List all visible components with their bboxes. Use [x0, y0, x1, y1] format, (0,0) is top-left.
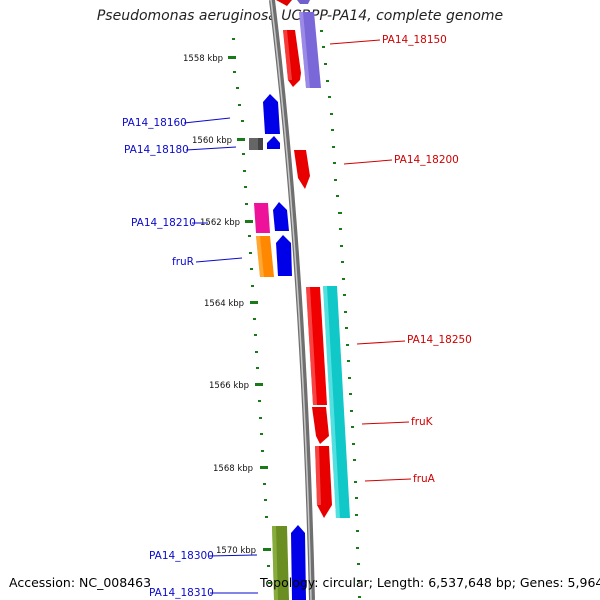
kbp-label-1568: 1568 kbp: [213, 464, 253, 474]
gene-label-frur[interactable]: fruR: [172, 256, 194, 268]
gene-arrow-pa14-18250[interactable]: [306, 287, 327, 405]
gene-label-fruk[interactable]: fruK: [411, 416, 434, 428]
gene-label-pa14-18300[interactable]: PA14_18300: [149, 550, 214, 562]
gene-arrow-cyan[interactable]: [323, 286, 350, 518]
gene-arrow-top-red[interactable]: [276, 0, 292, 6]
topology-text: Topology: circular; Length: 6,537,648 bp…: [260, 575, 600, 590]
kbp-label-1558: 1558 kbp: [183, 54, 223, 64]
gene-arrow-purple-band[interactable]: [299, 12, 321, 88]
leader-lines: [183, 39, 412, 594]
gene-arrow-pa14-18180[interactable]: [267, 136, 280, 149]
gene-arrow-grey[interactable]: [249, 138, 263, 150]
gene-arrow-frua[interactable]: [315, 446, 332, 518]
gene-arrow-frur[interactable]: [276, 235, 292, 276]
accession-text: Accession: NC_008463: [9, 575, 152, 590]
kbp-label-1560: 1560 kbp: [192, 136, 232, 146]
kbp-ticks: [228, 56, 271, 551]
kbp-label-1562: 1562 kbp: [200, 218, 240, 228]
kbp-label-1570: 1570 kbp: [216, 546, 256, 556]
gene-arrow-fruk[interactable]: [312, 407, 329, 444]
gene-arrow-pa14-18160[interactable]: [263, 94, 280, 134]
gene-arrow-pa14-18210[interactable]: [273, 202, 289, 231]
gene-label-pa14-18180[interactable]: PA14_18180: [124, 144, 189, 156]
gene-label-pa14-18160[interactable]: PA14_18160: [122, 117, 187, 129]
gene-label-frua[interactable]: fruA: [413, 473, 436, 485]
gene-label-pa14-18150[interactable]: PA14_18150: [382, 34, 447, 46]
gene-label-pa14-18210[interactable]: PA14_18210: [131, 217, 196, 229]
gene-label-pa14-18250[interactable]: PA14_18250: [407, 334, 472, 346]
kbp-label-1564: 1564 kbp: [204, 299, 244, 309]
gene-arrow-top-purple[interactable]: [297, 0, 310, 4]
tick-dots-right: [320, 30, 361, 598]
gene-arrow-pa14-18150[interactable]: [283, 30, 301, 87]
gene-arrow-pa14-18200[interactable]: [294, 150, 310, 189]
gene-label-pa14-18310[interactable]: PA14_18310: [149, 587, 214, 599]
gene-label-pa14-18200[interactable]: PA14_18200: [394, 154, 459, 166]
kbp-label-1566: 1566 kbp: [209, 381, 249, 391]
genome-backbone: [269, 0, 315, 600]
gene-arrow-pa14-18300[interactable]: [291, 525, 306, 600]
gene-arrow-magenta[interactable]: [254, 203, 270, 233]
gene-arrow-olive[interactable]: [272, 526, 289, 600]
tick-dots-left: [232, 38, 271, 584]
gene-arrow-orange[interactable]: [256, 236, 274, 277]
